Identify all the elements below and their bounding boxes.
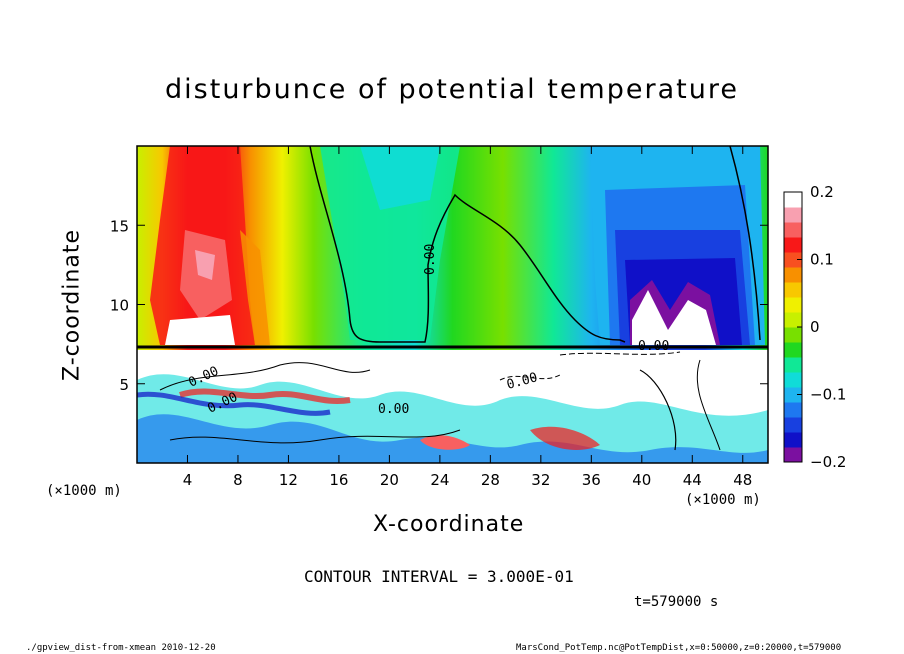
colorbar-segment	[784, 252, 802, 268]
warm-edge	[240, 230, 270, 345]
lower-contour-4	[696, 359, 721, 451]
x-unit-right: (×1000 m)	[685, 492, 761, 508]
footer-left: ./gpview_dist-from-xmean 2010-12-20	[26, 643, 216, 653]
x-axis-label: X-coordinate	[373, 512, 525, 537]
x-tick-label: 28	[481, 471, 500, 489]
colorbar-tick-label: 0.2	[810, 183, 834, 201]
colorbar-tick-label: −0.1	[810, 386, 846, 404]
x-tick-label: 44	[683, 471, 702, 489]
y-tick-label: 5	[119, 376, 129, 394]
colorbar-segment	[784, 357, 802, 373]
colorbar-segment	[784, 432, 802, 448]
colorbar-segment	[784, 402, 802, 418]
colorbar-segment	[784, 327, 802, 343]
contour-label: 0.00	[423, 244, 438, 275]
colorbar-segment	[784, 387, 802, 403]
contour-interval: CONTOUR INTERVAL = 3.000E-01	[304, 567, 574, 586]
footer-right: MarsCond_PotTemp.nc@PotTempDist,x=0:5000…	[516, 643, 842, 653]
colorbar-segment	[784, 417, 802, 433]
neutral-top	[360, 146, 440, 210]
time-label: t=579000 s	[634, 594, 719, 610]
colorbar-segment	[784, 207, 802, 223]
colorbar-segment	[784, 237, 802, 253]
upper-contour-dashed	[559, 351, 681, 356]
x-tick-label: 48	[733, 471, 752, 489]
colorbar-segment	[784, 342, 802, 358]
warm-peak	[195, 250, 215, 280]
cool-extreme	[632, 290, 716, 345]
x-tick-label: 8	[233, 471, 243, 489]
colorbar-tick-label: 0	[810, 318, 820, 336]
colorbar-segment	[784, 372, 802, 388]
lower-contour	[159, 362, 371, 391]
contour-label: 0.00	[638, 339, 669, 354]
colorbar-segment	[784, 447, 802, 463]
x-axis: 4 8 12 16 20 24 28 32 36 40 44 48	[183, 146, 752, 489]
x-tick-label: 20	[380, 471, 399, 489]
lower-warm-streak	[179, 388, 351, 404]
heatmap-field	[137, 146, 768, 463]
contour-label: 0.00	[378, 402, 409, 417]
x-tick-label: 4	[183, 471, 193, 489]
colorbar-segment	[784, 192, 802, 208]
colorbar-segment	[784, 297, 802, 313]
x-tick-label: 16	[329, 471, 348, 489]
lower-warm-blob	[420, 435, 470, 450]
colorbar-tick-label: −0.2	[810, 453, 846, 471]
zero-contour	[309, 146, 626, 343]
y-axis-label: Z-coordinate	[59, 229, 85, 381]
x-tick-label: 32	[531, 471, 550, 489]
colorbar-ticks: 0.2 0.1 0 −0.1 −0.2	[797, 183, 846, 471]
lower-cool-streak	[137, 391, 331, 416]
y-axis: 5 10 15	[110, 217, 768, 394]
x-unit-left: (×1000 m)	[46, 483, 122, 499]
lower-contour-3	[639, 369, 677, 451]
x-tick-label: 24	[430, 471, 449, 489]
colorbar-tick-label: 0.1	[810, 251, 834, 269]
lower-contour-2	[169, 429, 461, 444]
lower-deep-band	[137, 414, 768, 463]
y-tick-label: 15	[110, 217, 129, 235]
warm-max	[165, 315, 235, 345]
lower-warm-blob-2	[530, 426, 600, 450]
x-tick-label: 12	[279, 471, 298, 489]
x-tick-label: 36	[582, 471, 601, 489]
colorbar-segment	[784, 222, 802, 238]
colorbar-segment	[784, 282, 802, 298]
x-tick-label: 40	[632, 471, 651, 489]
chart-title: disturbunce of potential temperature	[165, 74, 739, 105]
colorbar-segment	[784, 312, 802, 328]
y-tick-label: 10	[110, 297, 129, 315]
colorbar-segment	[784, 267, 802, 283]
zero-contour-right	[729, 146, 761, 341]
